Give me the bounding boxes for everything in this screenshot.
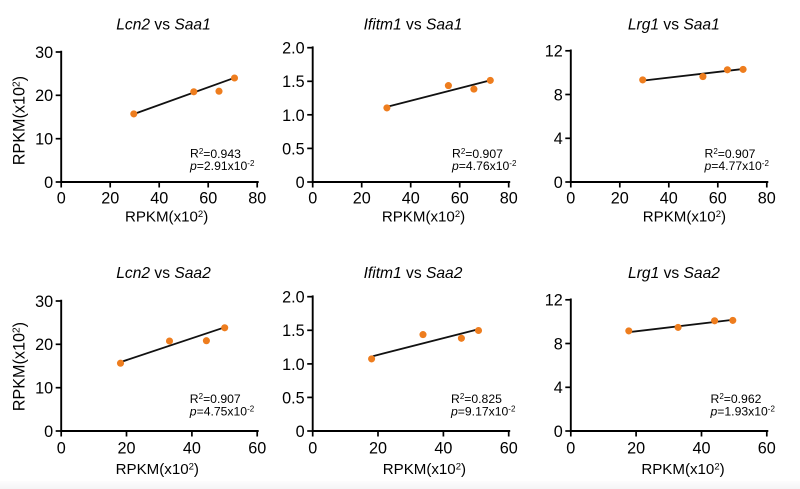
svg-text:0: 0 xyxy=(554,423,563,441)
svg-text:20: 20 xyxy=(35,87,53,105)
svg-text:2.0: 2.0 xyxy=(282,289,305,307)
svg-text:R2=0.962: R2=0.962 xyxy=(711,392,762,406)
svg-text:40: 40 xyxy=(434,440,452,458)
svg-text:p=9.17x10-2: p=9.17x10-2 xyxy=(450,404,516,418)
svg-text:p=4.77x10-2: p=4.77x10-2 xyxy=(704,159,770,173)
svg-text:60: 60 xyxy=(500,440,518,458)
svg-text:12: 12 xyxy=(545,43,563,61)
svg-text:1.0: 1.0 xyxy=(282,356,305,374)
svg-text:0.5: 0.5 xyxy=(282,140,305,158)
svg-text:20: 20 xyxy=(353,190,371,208)
svg-text:0.5: 0.5 xyxy=(282,389,305,407)
svg-text:Lrg1 vs Saa1: Lrg1 vs Saa1 xyxy=(628,16,720,33)
svg-text:0: 0 xyxy=(296,174,305,192)
svg-text:p=2.91x10-2: p=2.91x10-2 xyxy=(189,159,255,173)
svg-text:Lcn2 vs Saa1: Lcn2 vs Saa1 xyxy=(116,16,211,33)
svg-text:0: 0 xyxy=(566,440,575,458)
svg-text:1.5: 1.5 xyxy=(282,73,305,91)
svg-text:0: 0 xyxy=(308,440,317,458)
svg-text:R2=0.943: R2=0.943 xyxy=(190,147,241,161)
svg-text:10: 10 xyxy=(35,380,53,398)
svg-text:p=1.93x10-2: p=1.93x10-2 xyxy=(710,404,776,418)
svg-text:RPKM(x102): RPKM(x102) xyxy=(643,209,726,226)
svg-text:Lcn2 vs Saa2: Lcn2 vs Saa2 xyxy=(116,265,211,282)
svg-text:80: 80 xyxy=(248,190,266,208)
svg-text:Ifitm1 vs Saa2: Ifitm1 vs Saa2 xyxy=(364,265,463,282)
svg-text:60: 60 xyxy=(709,190,727,208)
svg-text:12: 12 xyxy=(545,292,563,310)
svg-text:60: 60 xyxy=(758,440,776,458)
svg-text:Lrg1 vs Saa2: Lrg1 vs Saa2 xyxy=(628,265,720,282)
svg-text:RPKM(x102): RPKM(x102) xyxy=(641,461,724,478)
svg-text:30: 30 xyxy=(35,44,53,62)
svg-text:1.5: 1.5 xyxy=(282,322,305,340)
svg-text:8: 8 xyxy=(554,86,563,104)
svg-text:1.0: 1.0 xyxy=(282,107,305,125)
svg-text:R2=0.825: R2=0.825 xyxy=(451,392,502,406)
svg-text:R2=0.907: R2=0.907 xyxy=(452,147,503,161)
svg-text:Ifitm1 vs Saa1: Ifitm1 vs Saa1 xyxy=(364,16,463,33)
svg-text:40: 40 xyxy=(660,190,678,208)
svg-text:60: 60 xyxy=(199,190,217,208)
svg-text:80: 80 xyxy=(500,190,518,208)
svg-text:0: 0 xyxy=(296,423,305,441)
svg-text:40: 40 xyxy=(183,440,201,458)
svg-text:20: 20 xyxy=(611,190,629,208)
svg-text:0: 0 xyxy=(44,174,53,192)
svg-text:R2=0.907: R2=0.907 xyxy=(190,392,241,406)
svg-text:p=4.76x10-2: p=4.76x10-2 xyxy=(451,159,517,173)
svg-text:p=4.75x10-2: p=4.75x10-2 xyxy=(189,404,255,418)
svg-text:RPKM(x102): RPKM(x102) xyxy=(383,461,466,478)
svg-text:20: 20 xyxy=(35,336,53,354)
svg-text:0: 0 xyxy=(44,423,53,441)
svg-text:10: 10 xyxy=(35,131,53,149)
svg-text:60: 60 xyxy=(248,440,266,458)
svg-text:80: 80 xyxy=(758,190,776,208)
svg-text:60: 60 xyxy=(451,190,469,208)
svg-text:2.0: 2.0 xyxy=(282,40,305,58)
svg-text:20: 20 xyxy=(101,190,119,208)
svg-text:RPKM(x102): RPKM(x102) xyxy=(11,322,29,411)
svg-text:RPKM(x102): RPKM(x102) xyxy=(382,209,465,226)
svg-text:20: 20 xyxy=(117,440,135,458)
svg-text:0: 0 xyxy=(308,190,317,208)
svg-text:4: 4 xyxy=(554,379,563,397)
svg-text:40: 40 xyxy=(402,190,420,208)
svg-text:0: 0 xyxy=(566,190,575,208)
svg-text:R2=0.907: R2=0.907 xyxy=(705,147,756,161)
svg-text:0: 0 xyxy=(57,440,66,458)
svg-text:0: 0 xyxy=(554,174,563,192)
svg-text:40: 40 xyxy=(150,190,168,208)
svg-text:0: 0 xyxy=(57,190,66,208)
svg-text:4: 4 xyxy=(554,130,563,148)
svg-text:RPKM(x102): RPKM(x102) xyxy=(11,76,29,165)
svg-text:30: 30 xyxy=(35,293,53,311)
svg-text:8: 8 xyxy=(554,335,563,353)
svg-text:RPKM(x102): RPKM(x102) xyxy=(116,461,199,478)
svg-text:20: 20 xyxy=(369,440,387,458)
svg-text:RPKM(x102): RPKM(x102) xyxy=(125,209,208,226)
svg-text:20: 20 xyxy=(627,440,645,458)
svg-text:40: 40 xyxy=(692,440,710,458)
